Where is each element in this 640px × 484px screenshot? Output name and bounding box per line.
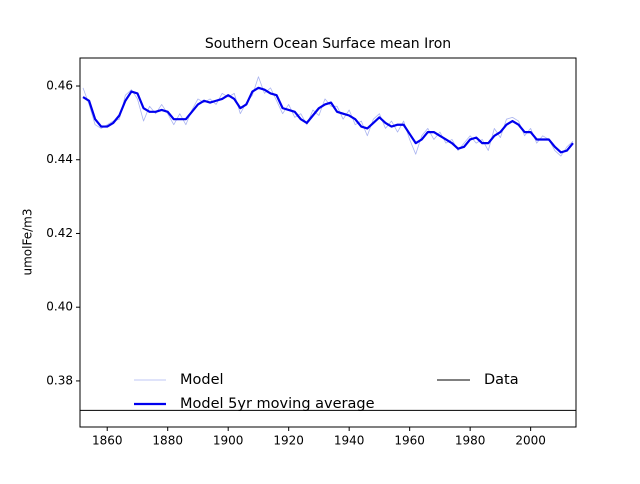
y-tick-label: 0.42 — [46, 226, 73, 240]
series-line — [82, 86, 574, 154]
x-tick-label: 1900 — [213, 434, 244, 448]
legend-label: Model 5yr moving average — [180, 396, 375, 412]
x-tick-label: 2000 — [515, 434, 546, 448]
series-line — [82, 76, 574, 157]
x-tick-label: 1980 — [455, 434, 486, 448]
x-tick-label: 1880 — [152, 434, 183, 448]
y-tick-label: 0.46 — [46, 79, 73, 93]
plot-frame — [79, 57, 577, 428]
y-tick-label: 0.40 — [46, 300, 73, 314]
x-tick-label: 1920 — [273, 434, 304, 448]
legend-label: Model — [180, 372, 224, 388]
x-tick-label: 1940 — [334, 434, 365, 448]
x-tick-label: 1860 — [92, 434, 123, 448]
x-tick-label: 1960 — [394, 434, 425, 448]
y-tick-label: 0.38 — [46, 373, 73, 387]
y-tick-label: 0.44 — [46, 152, 73, 166]
y-axis-label: umolFe/m3 — [21, 209, 35, 276]
chart-title: Southern Ocean Surface mean Iron — [205, 36, 451, 52]
legend-label: Data — [484, 372, 519, 388]
